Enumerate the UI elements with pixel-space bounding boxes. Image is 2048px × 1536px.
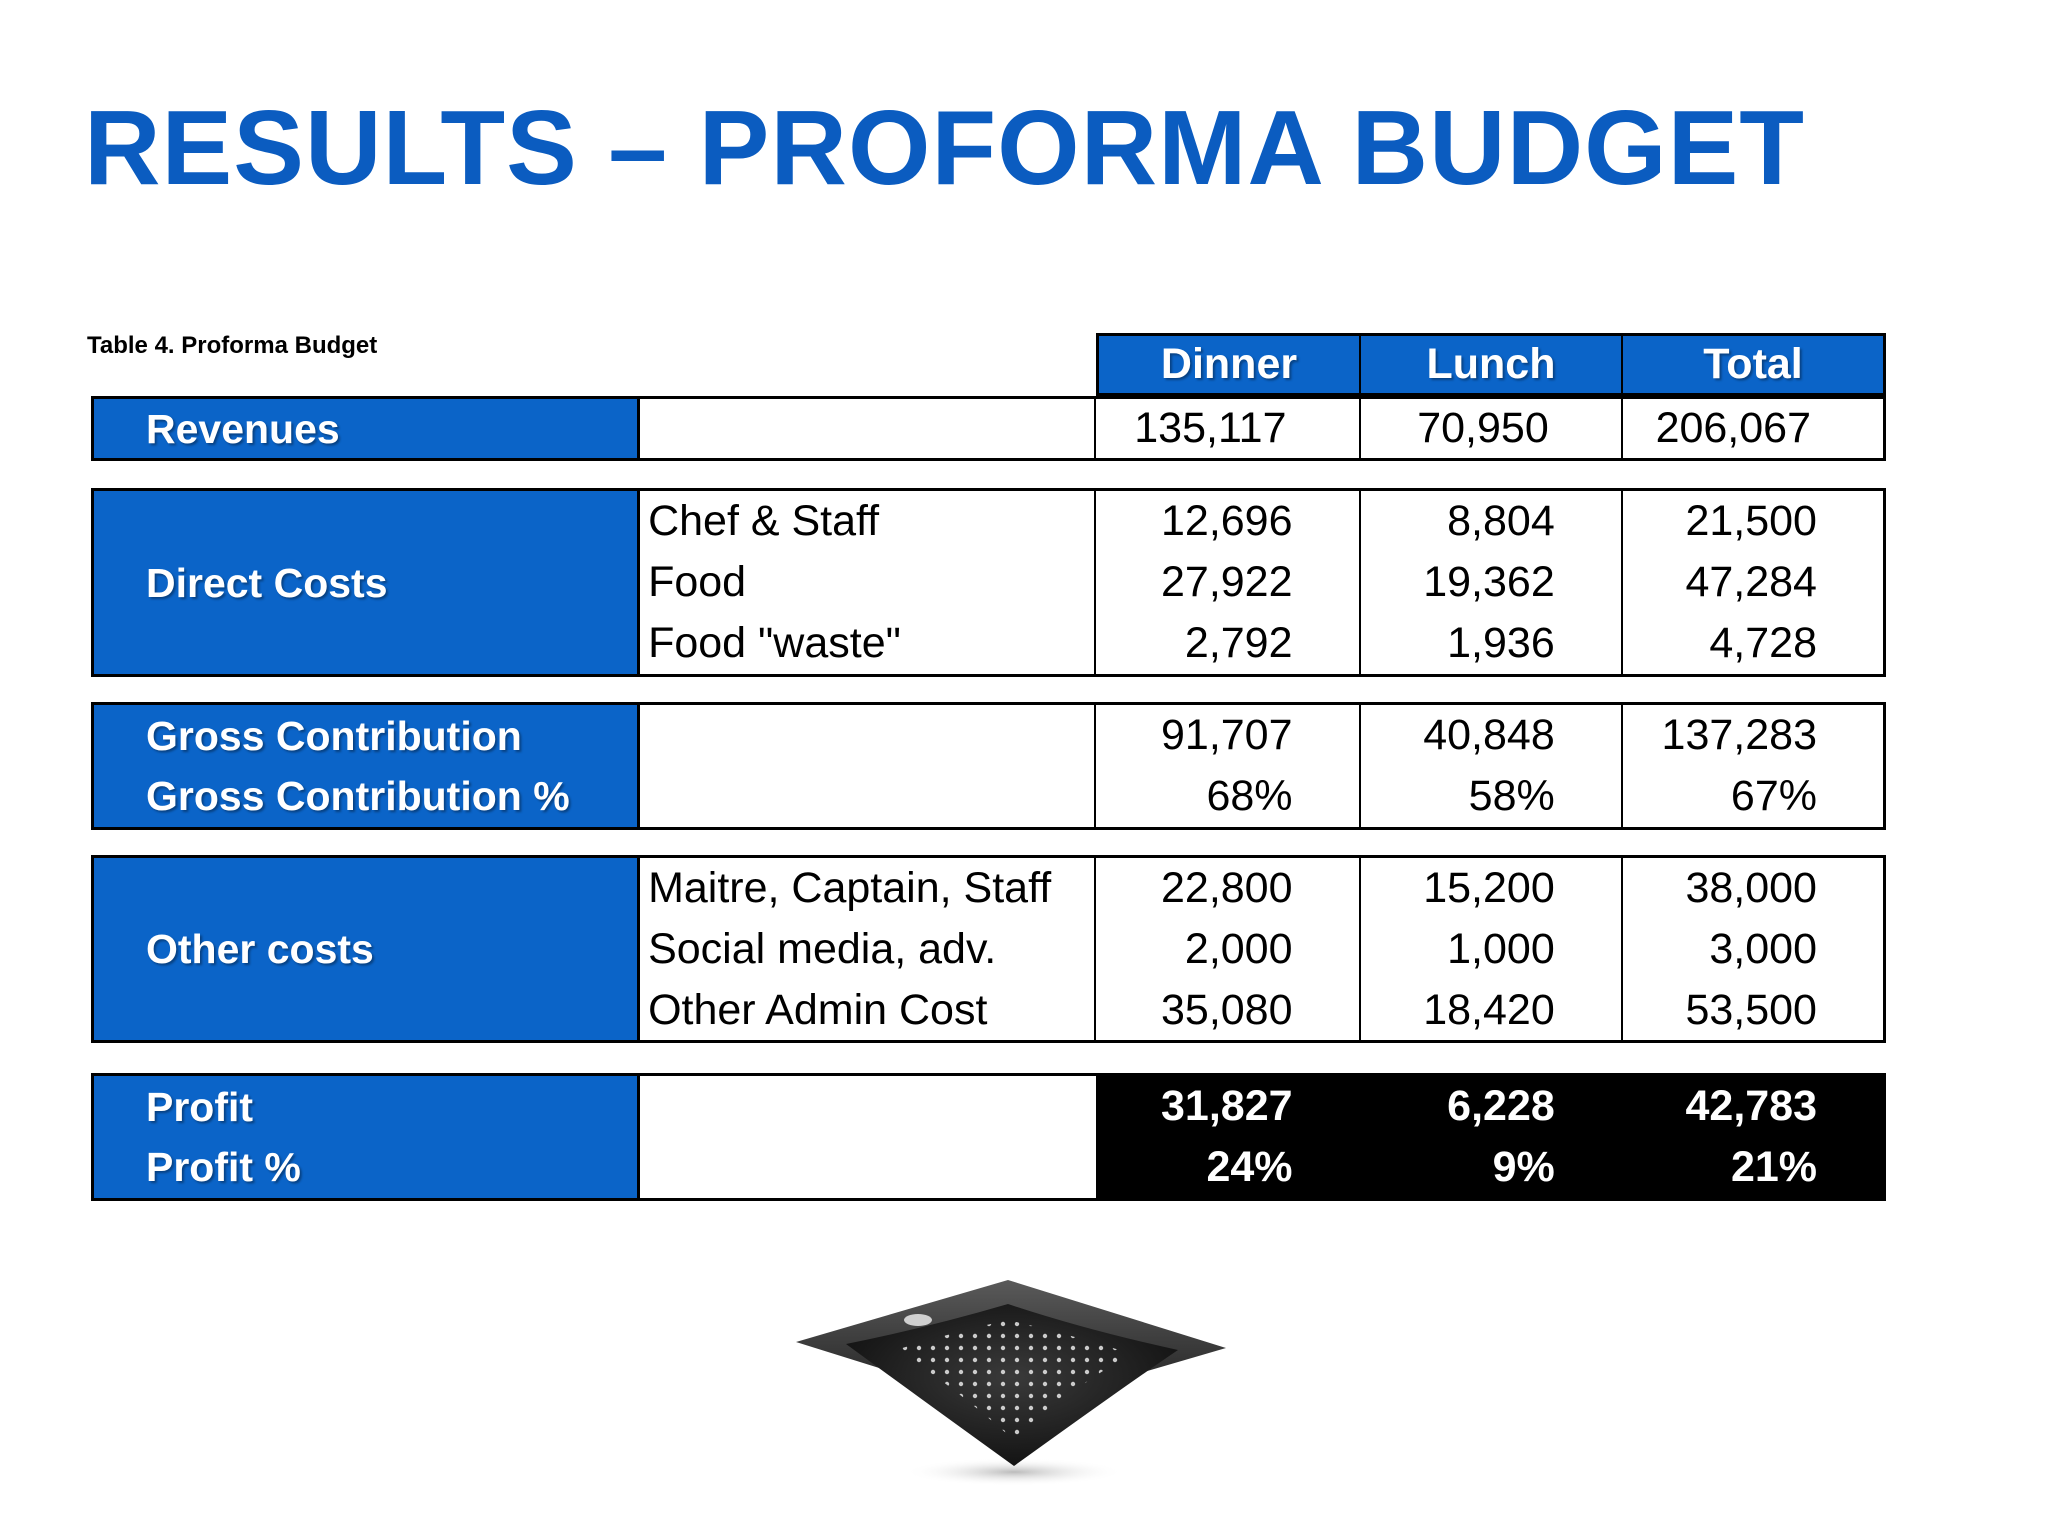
column-header-row: Dinner Lunch Total bbox=[1096, 333, 1886, 396]
revenues-lunch: 70,950 bbox=[1358, 399, 1621, 458]
gross-contribution-dinner: 91,707 68% bbox=[1096, 705, 1359, 827]
page-title: RESULTS – PROFORMA BUDGET bbox=[84, 89, 1806, 207]
revenues-detail bbox=[640, 399, 1097, 458]
column-header-lunch: Lunch bbox=[1359, 336, 1621, 393]
direct-costs-block: Direct Costs Chef & Staff Food Food "was… bbox=[91, 488, 1886, 677]
direct-costs-label: Direct Costs bbox=[94, 491, 641, 674]
profit-block: Profit Profit % 31,827 24% 6,228 9% 42,7… bbox=[91, 1073, 1886, 1201]
other-costs-block: Other costs Maitre, Captain, Staff Socia… bbox=[91, 855, 1886, 1043]
gross-contribution-block: Gross Contribution Gross Contribution % … bbox=[91, 702, 1886, 830]
revenues-total: 206,067 bbox=[1620, 399, 1883, 458]
list-item: Food "waste" bbox=[648, 619, 901, 667]
profit-labels: Profit Profit % bbox=[94, 1076, 641, 1198]
gross-contribution-detail bbox=[640, 705, 1097, 827]
list-item: Chef & Staff bbox=[648, 497, 880, 545]
direct-costs-items: Chef & Staff Food Food "waste" bbox=[640, 491, 1097, 674]
direct-costs-dinner: 12,696 27,922 2,792 bbox=[1096, 491, 1359, 674]
table-caption: Table 4. Proforma Budget bbox=[87, 332, 378, 359]
list-item: Maitre, Captain, Staff bbox=[648, 863, 1052, 912]
strainer-bowl-image bbox=[796, 1280, 1226, 1486]
list-item: Food bbox=[648, 558, 747, 606]
direct-costs-lunch: 8,804 19,362 1,936 bbox=[1358, 491, 1621, 674]
gross-contribution-lunch: 40,848 58% bbox=[1358, 705, 1621, 827]
column-header-dinner: Dinner bbox=[1099, 336, 1359, 393]
list-item: Social media, adv. bbox=[648, 924, 997, 973]
profit-detail bbox=[640, 1076, 1097, 1198]
other-costs-label: Other costs bbox=[94, 858, 641, 1040]
other-costs-total: 38,000 3,000 53,500 bbox=[1620, 858, 1883, 1040]
revenues-dinner: 135,117 bbox=[1096, 399, 1359, 458]
profit-dinner: 31,827 24% bbox=[1096, 1076, 1359, 1198]
column-header-total: Total bbox=[1621, 336, 1883, 393]
profit-lunch: 6,228 9% bbox=[1358, 1076, 1621, 1198]
gross-contribution-total: 137,283 67% bbox=[1620, 705, 1883, 827]
profit-total: 42,783 21% bbox=[1620, 1076, 1884, 1198]
list-item: Other Admin Cost bbox=[648, 985, 988, 1034]
other-costs-items: Maitre, Captain, Staff Social media, adv… bbox=[640, 858, 1097, 1040]
other-costs-lunch: 15,200 1,000 18,420 bbox=[1358, 858, 1621, 1040]
revenues-label: Revenues bbox=[94, 399, 641, 458]
direct-costs-total: 21,500 47,284 4,728 bbox=[1620, 491, 1883, 674]
gross-contribution-labels: Gross Contribution Gross Contribution % bbox=[94, 705, 641, 827]
revenues-block: Revenues 135,117 70,950 206,067 bbox=[91, 396, 1886, 461]
other-costs-dinner: 22,800 2,000 35,080 bbox=[1096, 858, 1359, 1040]
